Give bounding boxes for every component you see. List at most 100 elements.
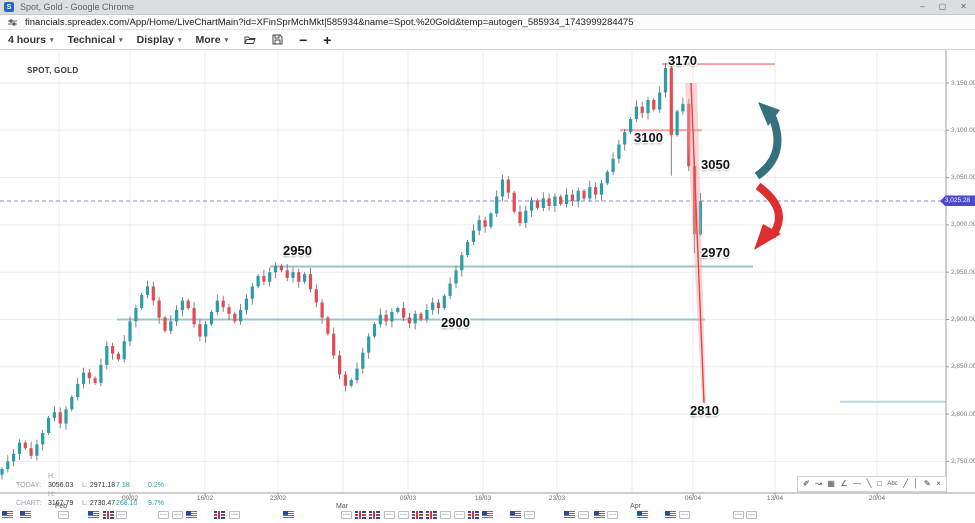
calendar-event-icon[interactable] xyxy=(733,511,744,519)
us-flag-icon[interactable] xyxy=(564,511,575,519)
drawing-toolbar: ✐ ↝ ▦ ∠ — ╲ □ Abc ╱ │ ✎ × xyxy=(797,476,947,492)
calendar-event-icon[interactable] xyxy=(341,511,352,519)
save-icon[interactable] xyxy=(272,34,283,45)
grid-tool-icon[interactable]: ▦ xyxy=(827,479,835,488)
calendar-event-icon[interactable] xyxy=(607,511,618,519)
open-chart-folder-icon[interactable] xyxy=(244,35,256,45)
chevron-down-icon: ▾ xyxy=(177,36,182,44)
site-settings-icon[interactable] xyxy=(8,18,17,27)
price-annotation: 2970 xyxy=(701,245,730,260)
trend-line-tool-icon[interactable]: ╲ xyxy=(866,479,872,488)
uk-flag-icon[interactable] xyxy=(426,511,437,519)
stats-row: TODAY:H:3056.03 L: 2971.187.18 0.2% xyxy=(16,473,164,489)
window-title: Spot, Gold - Google Chrome xyxy=(20,2,135,12)
us-flag-icon[interactable] xyxy=(594,511,605,519)
chevron-down-icon: ▾ xyxy=(49,36,54,44)
calendar-event-icon[interactable] xyxy=(384,511,395,519)
date-axis-label: 06/04 xyxy=(684,495,702,502)
close-button[interactable]: ✕ xyxy=(960,2,967,11)
us-flag-icon[interactable] xyxy=(186,511,197,519)
site-favicon-icon: S xyxy=(4,2,14,12)
price-axis-label: 3,050.00 xyxy=(951,174,975,182)
zoom-out-button[interactable]: − xyxy=(299,31,308,48)
strip-month-label: Mar xyxy=(336,503,349,510)
pointer-tool-icon[interactable]: ✐ xyxy=(803,479,810,488)
window-titlebar: S Spot, Gold - Google Chrome – ▢ ✕ xyxy=(0,0,975,15)
price-axis-label: 2,900.00 xyxy=(951,316,975,323)
date-axis-label: 09/02 xyxy=(121,495,139,502)
date-axis-label: 23/02 xyxy=(269,495,287,502)
calendar-event-icon[interactable] xyxy=(116,511,127,519)
us-flag-icon[interactable] xyxy=(20,511,31,519)
more-dropdown[interactable]: More ▾ xyxy=(195,33,229,46)
close-toolbar-icon[interactable]: × xyxy=(936,479,941,488)
maximize-button[interactable]: ▢ xyxy=(938,2,947,11)
price-axis-label: 3,100.00 xyxy=(951,126,975,134)
stats-row: CHART:H:3167.79 L: 2730.47268.10 9.7% xyxy=(16,491,164,507)
calendar-event-icon[interactable] xyxy=(398,511,409,519)
calendar-event-icon[interactable] xyxy=(229,511,240,519)
chart-canvas[interactable]: SPOT, GOLD 3170 3100 3050 2970 2950 2900 2810 … xyxy=(0,50,975,523)
calendar-event-icon[interactable] xyxy=(454,511,465,519)
price-axis-label: 2,800.00 xyxy=(951,410,975,418)
calendar-event-icon[interactable] xyxy=(158,511,169,519)
price-axis-label: 2,950.00 xyxy=(951,268,975,276)
us-flag-icon[interactable] xyxy=(510,511,521,519)
minimize-button[interactable]: – xyxy=(920,2,925,11)
uk-flag-icon[interactable] xyxy=(214,511,225,519)
date-axis-label: 09/03 xyxy=(399,495,417,502)
date-axis-label: 16/02 xyxy=(196,495,214,502)
date-axis-label: 16/03 xyxy=(474,495,492,502)
us-flag-icon[interactable] xyxy=(2,511,13,519)
calendar-event-icon[interactable] xyxy=(746,511,757,519)
current-price-tag: 3,025.28 xyxy=(940,195,975,207)
chevron-down-icon: ▾ xyxy=(119,36,123,44)
uk-flag-icon[interactable] xyxy=(103,511,114,519)
calendar-event-icon[interactable] xyxy=(58,511,69,519)
calendar-event-icon[interactable] xyxy=(440,511,451,519)
technical-dropdown[interactable]: Technical ▾ xyxy=(67,33,123,46)
horizontal-line-tool-icon[interactable]: — xyxy=(853,479,862,488)
price-axis-label: 2,850.00 xyxy=(951,363,975,371)
us-flag-icon[interactable] xyxy=(665,511,676,519)
calendar-event-icon[interactable] xyxy=(524,511,535,519)
us-flag-icon[interactable] xyxy=(88,511,99,519)
pencil-tool-icon[interactable]: ✎ xyxy=(923,479,931,488)
interval-dropdown[interactable]: 4 hours ▾ xyxy=(8,33,54,46)
zoom-in-button[interactable]: + xyxy=(323,31,332,48)
calendar-event-icon[interactable] xyxy=(172,511,183,519)
uk-flag-icon[interactable] xyxy=(468,511,479,519)
diagonal-line-tool-icon[interactable]: ╱ xyxy=(903,479,908,488)
chevron-down-icon: ▾ xyxy=(224,36,229,44)
uk-flag-icon[interactable] xyxy=(369,511,380,519)
strip-month-label: Feb xyxy=(55,503,68,510)
vertical-line-tool-icon[interactable]: │ xyxy=(913,479,919,488)
text-tool-icon[interactable]: Abc xyxy=(887,481,898,487)
price-axis-label: 3,150.00 xyxy=(951,79,975,87)
rectangle-tool-icon[interactable]: □ xyxy=(876,479,882,488)
strip-month-label: Apr xyxy=(630,503,641,510)
date-axis-label: 13/04 xyxy=(766,495,784,502)
us-flag-icon[interactable] xyxy=(283,511,294,519)
us-flag-icon[interactable] xyxy=(482,511,493,519)
display-dropdown[interactable]: Display ▾ xyxy=(136,33,182,46)
date-axis-label: 20/04 xyxy=(868,495,886,502)
calendar-event-icon[interactable] xyxy=(679,511,690,519)
uk-flag-icon[interactable] xyxy=(355,511,366,519)
address-bar[interactable]: financials.spreadex.com/App/Home/LiveCha… xyxy=(0,15,975,30)
price-annotation: 2950 xyxy=(283,243,312,258)
price-annotation: 2810 xyxy=(690,403,719,418)
angle-lines-tool-icon[interactable]: ∠ xyxy=(840,479,848,488)
price-annotation: 2900 xyxy=(441,315,470,330)
uk-flag-icon[interactable] xyxy=(412,511,423,519)
chart-toolbar: 4 hours ▾ Technical ▾ Display ▾ More ▾ − + xyxy=(0,30,975,50)
curve-tool-icon[interactable]: ↝ xyxy=(815,479,822,488)
us-flag-icon[interactable] xyxy=(637,511,648,519)
price-annotation: 3170 xyxy=(668,53,697,68)
session-stats: TODAY:H:3056.03 L: 2971.187.18 0.2% CHART:H:… xyxy=(16,472,174,508)
price-annotation: 3050 xyxy=(701,157,730,172)
address-url[interactable]: financials.spreadex.com/App/Home/LiveCha… xyxy=(25,16,634,28)
calendar-event-icon[interactable] xyxy=(578,511,589,519)
date-axis-label: 23/03 xyxy=(548,495,566,502)
